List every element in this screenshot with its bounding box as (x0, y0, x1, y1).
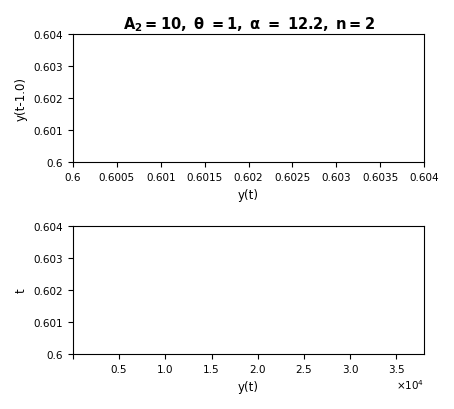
Title: $\bf{A_2}$$\bf{=10,\ \theta\ =1,\ \alpha\ =\ 12.2,\ n=2}$: $\bf{A_2}$$\bf{=10,\ \theta\ =1,\ \alpha… (123, 15, 375, 34)
X-axis label: y(t): y(t) (238, 380, 259, 393)
Y-axis label: y(t-1.0): y(t-1.0) (15, 77, 28, 121)
Text: $\times10^4$: $\times10^4$ (396, 378, 424, 391)
X-axis label: y(t): y(t) (238, 188, 259, 201)
Y-axis label: t: t (15, 288, 28, 292)
